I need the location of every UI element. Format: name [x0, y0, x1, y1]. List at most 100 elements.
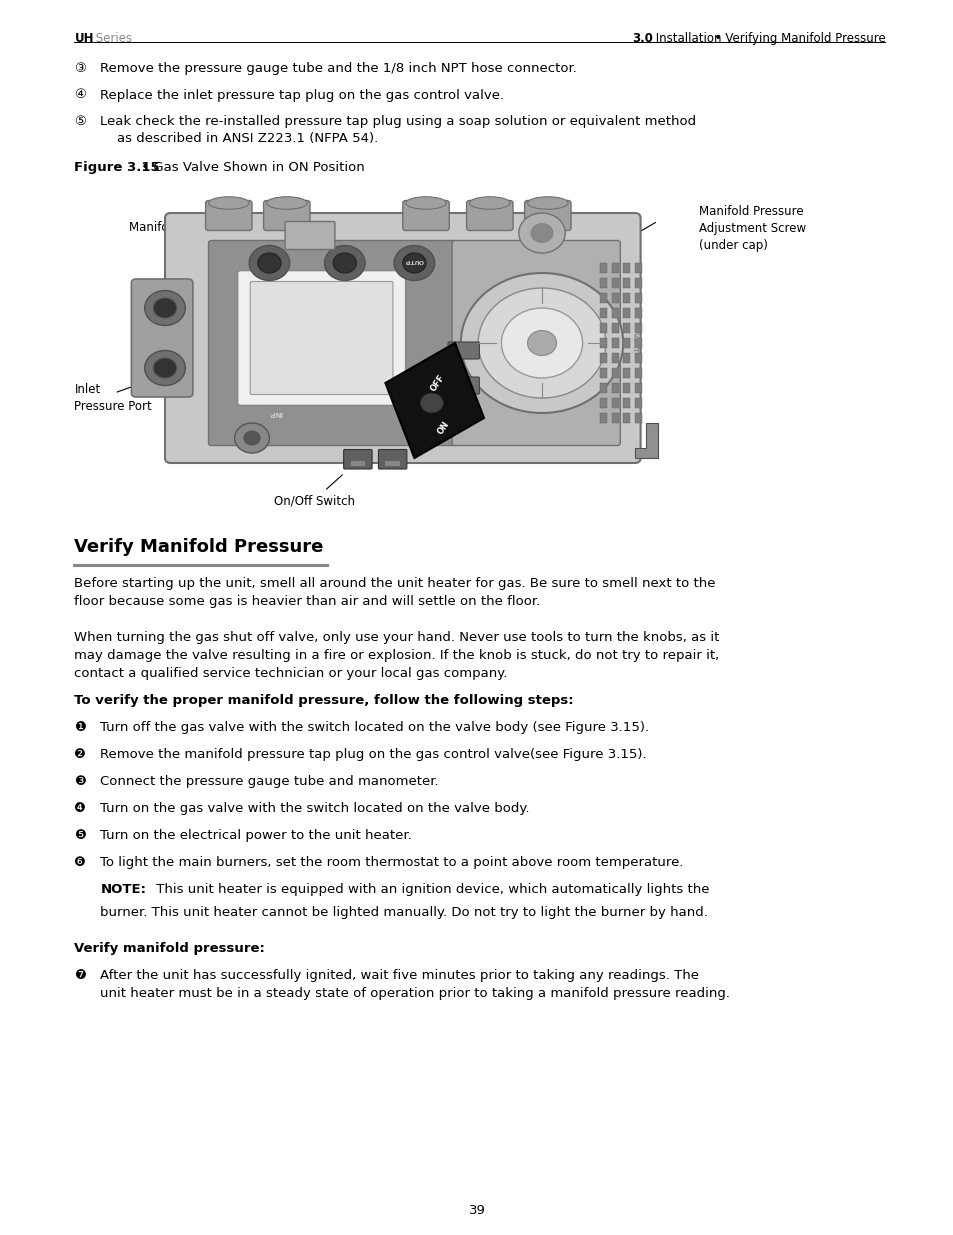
Bar — [599, 412, 606, 424]
Bar — [599, 308, 606, 317]
FancyBboxPatch shape — [466, 200, 513, 231]
Text: Manifold Pressure
Adjustment Screw
(under cap): Manifold Pressure Adjustment Screw (unde… — [699, 205, 805, 252]
Text: ③: ③ — [74, 62, 86, 75]
Text: Turn on the gas valve with the switch located on the valve body.: Turn on the gas valve with the switch lo… — [100, 802, 529, 815]
Text: ❷: ❷ — [74, 748, 86, 761]
Text: ④: ④ — [74, 89, 86, 101]
Bar — [622, 398, 630, 408]
Text: ❸: ❸ — [74, 776, 86, 788]
Bar — [611, 278, 618, 288]
Bar — [611, 368, 618, 378]
Text: 39: 39 — [468, 1204, 485, 1216]
Bar — [634, 338, 641, 348]
Text: Turn off the gas valve with the switch located on the valve body (see Figure 3.1: Turn off the gas valve with the switch l… — [100, 721, 649, 734]
Bar — [599, 398, 606, 408]
Bar — [599, 338, 606, 348]
Text: Replace the inlet pressure tap plug on the gas control valve.: Replace the inlet pressure tap plug on t… — [100, 89, 504, 101]
Circle shape — [501, 308, 582, 378]
Text: Figure 3.15: Figure 3.15 — [74, 161, 160, 174]
Circle shape — [419, 393, 443, 412]
Bar — [611, 353, 618, 363]
Text: Leak check the re-installed pressure tap plug using a soap solution or equivalen: Leak check the re-installed pressure tap… — [100, 115, 696, 144]
Circle shape — [527, 331, 556, 356]
Bar — [599, 278, 606, 288]
Bar — [611, 308, 618, 317]
Text: To light the main burners, set the room thermostat to a point above room tempera: To light the main burners, set the room … — [100, 856, 683, 869]
Bar — [622, 308, 630, 317]
Ellipse shape — [266, 196, 307, 209]
Ellipse shape — [469, 196, 510, 209]
Bar — [611, 398, 618, 408]
Bar — [622, 278, 630, 288]
Bar — [611, 324, 618, 333]
Bar — [599, 353, 606, 363]
Text: ❼: ❼ — [74, 969, 86, 982]
Bar — [634, 412, 641, 424]
Bar — [385, 461, 399, 466]
Polygon shape — [385, 343, 483, 458]
Circle shape — [257, 253, 281, 273]
Text: Installation: Installation — [652, 32, 721, 44]
Text: ❶: ❶ — [74, 721, 86, 734]
Text: ❹: ❹ — [74, 802, 86, 815]
Text: On/Off Switch: On/Off Switch — [274, 495, 355, 508]
Bar — [351, 461, 365, 466]
Bar — [622, 383, 630, 393]
Circle shape — [460, 273, 622, 412]
Bar — [634, 324, 641, 333]
Text: Remove the manifold pressure tap plug on the gas control valve(see Figure 3.15).: Remove the manifold pressure tap plug on… — [100, 748, 646, 761]
Bar — [611, 383, 618, 393]
Circle shape — [518, 212, 564, 253]
Text: Verify Manifold Pressure: Verify Manifold Pressure — [74, 538, 323, 556]
Bar — [634, 308, 641, 317]
Bar — [622, 293, 630, 303]
Ellipse shape — [405, 196, 446, 209]
Circle shape — [153, 358, 176, 378]
Bar — [611, 338, 618, 348]
Polygon shape — [634, 424, 658, 458]
Circle shape — [394, 246, 435, 280]
Text: ⑤: ⑤ — [74, 115, 86, 128]
Text: • Verifying Manifold Pressure: • Verifying Manifold Pressure — [710, 32, 884, 44]
FancyBboxPatch shape — [132, 279, 193, 396]
Ellipse shape — [527, 196, 568, 209]
Bar — [622, 263, 630, 273]
FancyBboxPatch shape — [263, 200, 310, 231]
Text: When turning the gas shut off valve, only use your hand. Never use tools to turn: When turning the gas shut off valve, onl… — [74, 631, 719, 680]
Bar — [599, 324, 606, 333]
Text: Series: Series — [91, 32, 132, 44]
Circle shape — [153, 298, 176, 317]
Text: After the unit has successfully ignited, wait five minutes prior to taking any r: After the unit has successfully ignited,… — [100, 969, 730, 1000]
Text: NOTE:: NOTE: — [100, 883, 146, 897]
Text: Inlet
Pressure Port: Inlet Pressure Port — [74, 383, 152, 412]
Bar — [599, 263, 606, 273]
Circle shape — [145, 290, 185, 326]
Circle shape — [243, 431, 260, 446]
Circle shape — [402, 253, 426, 273]
Circle shape — [333, 253, 356, 273]
Ellipse shape — [209, 196, 249, 209]
Text: Remove the pressure gauge tube and the 1/8 inch NPT hose connector.: Remove the pressure gauge tube and the 1… — [100, 62, 577, 75]
Text: VENT: VENT — [631, 332, 638, 353]
FancyBboxPatch shape — [524, 200, 571, 231]
Circle shape — [234, 424, 269, 453]
FancyBboxPatch shape — [448, 377, 478, 394]
Text: This unit heater is equipped with an ignition device, which automatically lights: This unit heater is equipped with an ign… — [152, 883, 709, 897]
Text: INP: INP — [268, 410, 282, 416]
Bar — [622, 368, 630, 378]
FancyBboxPatch shape — [448, 342, 478, 359]
Text: Before starting up the unit, smell all around the unit heater for gas. Be sure t: Before starting up the unit, smell all a… — [74, 577, 715, 608]
FancyBboxPatch shape — [452, 241, 619, 446]
Text: Connect the pressure gauge tube and manometer.: Connect the pressure gauge tube and mano… — [100, 776, 438, 788]
Bar — [599, 368, 606, 378]
Text: OUTP: OUTP — [404, 258, 423, 263]
Circle shape — [145, 351, 185, 385]
Text: To verify the proper manifold pressure, follow the following steps:: To verify the proper manifold pressure, … — [74, 694, 574, 706]
Text: Manifold Pressure Outlet: Manifold Pressure Outlet — [130, 221, 274, 233]
Circle shape — [324, 246, 365, 280]
Circle shape — [477, 288, 605, 398]
Bar — [622, 353, 630, 363]
Bar — [611, 263, 618, 273]
FancyBboxPatch shape — [165, 212, 640, 463]
Bar — [622, 412, 630, 424]
